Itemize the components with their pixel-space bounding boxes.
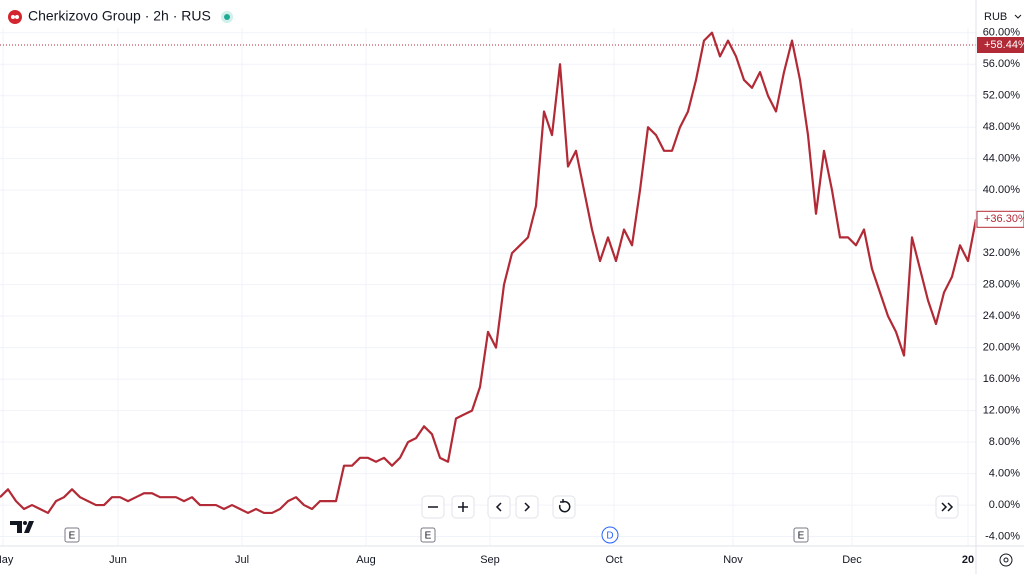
reset-button[interactable] xyxy=(552,495,576,519)
x-tick-label: May xyxy=(0,554,14,566)
settings-icon[interactable] xyxy=(999,553,1013,567)
scroll-right-button[interactable] xyxy=(515,495,539,519)
scroll-left-button[interactable] xyxy=(487,495,511,519)
event-marker[interactable] xyxy=(601,526,619,544)
x-tick-label: Jun xyxy=(109,554,127,566)
event-marker-label: E xyxy=(798,531,805,542)
chart-title[interactable]: Cherkizovo Group · 2h · RUS xyxy=(28,8,211,24)
event-marker xyxy=(420,527,436,543)
last-marker-box xyxy=(976,210,1024,228)
y-tick-label: 16.00% xyxy=(983,373,1021,385)
high-marker-box xyxy=(977,37,1024,54)
x-tick-label: Dec xyxy=(842,554,862,566)
high-marker-label: +58.44% xyxy=(984,39,1024,51)
x-tick-label: 20 xyxy=(962,554,974,566)
x-tick-label: Oct xyxy=(605,554,622,566)
y-tick-label: 24.00% xyxy=(983,310,1021,322)
y-tick-label: 56.00% xyxy=(983,58,1021,70)
y-tick-label: 48.00% xyxy=(983,121,1021,133)
y-tick-label: 28.00% xyxy=(983,279,1021,291)
event-marker-label: D xyxy=(606,531,613,542)
price-line xyxy=(0,31,978,515)
x-tick-label: Nov xyxy=(723,554,743,566)
y-tick-label: 8.00% xyxy=(989,436,1020,448)
currency-caret xyxy=(1014,14,1022,19)
y-tick-label: 52.00% xyxy=(983,90,1021,102)
y-tick-label: 40.00% xyxy=(983,184,1021,196)
y-tick-label: 60.00% xyxy=(983,27,1021,39)
event-marker xyxy=(64,527,80,543)
y-tick-label: 0.00% xyxy=(989,499,1020,511)
x-tick-label: Jul xyxy=(235,554,249,566)
y-tick-label: 32.00% xyxy=(983,247,1021,259)
y-tick-label: 4.00% xyxy=(989,467,1020,479)
y-tick-label: 44.00% xyxy=(983,153,1021,165)
y-tick-label: -4.00% xyxy=(985,530,1020,542)
status-dot xyxy=(224,14,230,20)
plot xyxy=(0,28,978,546)
x-tick-label: Aug xyxy=(356,554,376,566)
event-marker-label: E xyxy=(69,531,76,542)
x-tick-label: Sep xyxy=(480,554,500,566)
event-marker-label: E xyxy=(425,531,432,542)
header-bar xyxy=(0,0,976,28)
logo-dot xyxy=(15,15,19,19)
toolbar xyxy=(421,495,959,519)
y-tick-label: 12.00% xyxy=(983,405,1021,417)
currency[interactable]: RUB xyxy=(984,11,1007,23)
last-marker-label: +36.30% xyxy=(984,213,1024,225)
tv-logo xyxy=(10,521,34,533)
logo-dot xyxy=(11,15,15,19)
event-marker xyxy=(793,527,809,543)
y-tick-label: 20.00% xyxy=(983,342,1021,354)
